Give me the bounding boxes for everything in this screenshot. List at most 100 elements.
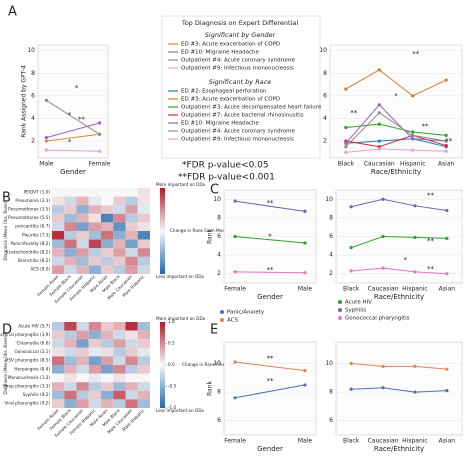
heatmap-cell: [64, 365, 77, 374]
row-label: Viral pharyngitis (9.2): [4, 401, 50, 406]
series-line: [46, 133, 100, 142]
row-label: Panic/Anxiety (8.2): [10, 241, 50, 246]
y-tick-label: 6: [329, 233, 333, 240]
y-tick-label: 2: [31, 138, 35, 145]
legend-label: Outpatient #3: Acute decompensated heart…: [181, 105, 322, 111]
heatmap-cell: [88, 382, 101, 391]
heatmap-cell: [64, 213, 77, 223]
data-point: [377, 147, 381, 151]
significance-label: *: [404, 256, 408, 264]
heatmap-cell: [125, 347, 138, 357]
data-point: [44, 98, 49, 102]
x-axis-label: Gender: [257, 293, 283, 301]
x-axis-label: Race/Ethnicity: [374, 293, 424, 301]
data-point: [344, 150, 348, 154]
plot-area: [223, 341, 317, 436]
heatmap-cell: [101, 330, 114, 340]
heatmap-cell: [64, 356, 77, 365]
colorbar-label: More important on DDx: [156, 182, 206, 187]
heatmap-cell: [113, 256, 126, 266]
legend-label: ED #2: Esophageal perforation: [181, 89, 267, 95]
series-line: [345, 138, 447, 148]
data-point: [445, 389, 449, 393]
heatmap-cell: [137, 231, 150, 240]
heatmap-cell: [88, 265, 101, 274]
data-point: [381, 197, 385, 201]
series-line: [345, 69, 447, 97]
heatmap-cell: [137, 356, 150, 365]
heatmap-cell: [125, 382, 138, 391]
y-tick-label: 4: [323, 115, 327, 122]
heatmap-cell: [76, 356, 89, 365]
heatmap-cell: [88, 256, 101, 266]
colorbar-tick-label: 1.0: [168, 319, 175, 324]
heatmap-cell: [52, 213, 65, 223]
legend-title: Top Diagnosis on Expert Differential: [181, 19, 298, 27]
series-line: [234, 361, 306, 372]
y-tick-label: 8: [329, 389, 333, 396]
data-point: [445, 272, 449, 276]
significance-label: **: [350, 109, 358, 117]
data-point: [381, 386, 385, 390]
heatmap-cell: [101, 322, 114, 331]
heatmap-cell: [76, 382, 89, 391]
heatmap-cell: [113, 239, 126, 249]
heatmap-cell: [64, 248, 77, 257]
y-tick-label: 10: [325, 196, 333, 203]
significance-label: **: [267, 355, 275, 363]
x-tick-label: Female: [89, 161, 111, 168]
heatmap-cell: [88, 205, 101, 214]
heatmap-cell: [76, 222, 89, 231]
heatmap-cell: [137, 222, 150, 231]
significance-label: **: [427, 192, 435, 200]
column-label: Male Hispanic: [121, 273, 146, 298]
heatmap-cell: [125, 213, 138, 223]
row-label: pericarditis (6.7): [15, 224, 50, 229]
colorbar: [160, 322, 165, 408]
heatmap-cell: [125, 188, 138, 197]
heatmap-cell: [125, 399, 138, 408]
heatmap-cell: [88, 356, 101, 365]
data-point: [44, 139, 49, 143]
row-label: Pleuritis (7.3): [22, 232, 50, 237]
data-point: [349, 387, 353, 391]
series-line: [351, 198, 447, 211]
x-tick-label: Male: [39, 161, 54, 168]
y-tick-label: 10: [319, 47, 327, 54]
y-axis-label: Rank: [207, 380, 214, 396]
data-point: [303, 271, 307, 275]
heatmap-cell: [64, 256, 77, 266]
data-point: [444, 78, 448, 82]
y-tick-label: 2: [329, 270, 333, 277]
y-tick-label: 4: [329, 252, 333, 259]
heatmap-cell: [125, 322, 138, 331]
heatmap-cell: [101, 339, 114, 348]
heatmap-cell: [113, 339, 126, 348]
data-point: [344, 125, 348, 130]
heatmap-cell: [113, 399, 126, 408]
heatmap-cell: [64, 239, 77, 249]
heatmap-cell: [52, 373, 65, 383]
x-tick-label: Hispanic: [400, 161, 426, 168]
data-point: [413, 235, 417, 240]
data-point: [233, 270, 237, 274]
heatmap-cell: [137, 196, 150, 206]
heatmap-cell: [101, 365, 114, 374]
significance-label: *: [68, 138, 72, 146]
heatmap-cell: [101, 239, 114, 249]
legend-label: Panic/Anxiety: [227, 310, 265, 316]
heatmap-cell: [52, 399, 65, 408]
heatmap-cell: [125, 196, 138, 206]
series-line: [345, 112, 447, 148]
series-line: [351, 387, 447, 393]
heatmap-cell: [88, 365, 101, 374]
row-label: Syphilis (9.2): [23, 392, 51, 397]
x-axis-label: Race/Ethnicity: [374, 445, 424, 453]
y-tick-label: 4: [31, 115, 35, 122]
x-tick-label: Female: [224, 438, 246, 445]
data-point: [444, 133, 448, 137]
data-point: [349, 246, 353, 250]
data-point: [413, 390, 417, 394]
series-line: [345, 148, 447, 153]
